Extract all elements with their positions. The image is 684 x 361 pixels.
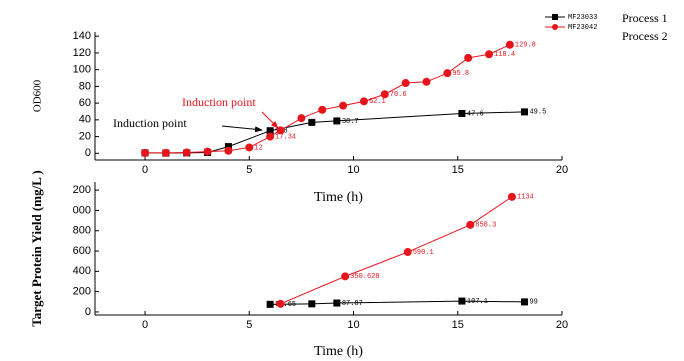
legend-marker [552, 14, 558, 20]
marker [182, 148, 191, 157]
x-tick-label: 5 [246, 164, 252, 176]
marker [276, 126, 285, 135]
data-label: 87.87 [342, 300, 363, 308]
data-label: 858.3 [475, 222, 496, 230]
y-tick-label: 200 [73, 184, 91, 196]
x-tick-label: 15 [452, 164, 464, 176]
marker [308, 300, 316, 308]
data-label: 38.7 [342, 118, 359, 126]
marker [266, 300, 274, 308]
x-axis-title: Time (h) [314, 344, 363, 359]
data-label: 99 [529, 299, 537, 307]
marker [276, 299, 285, 308]
marker [318, 105, 327, 114]
marker [339, 101, 348, 110]
marker [466, 220, 475, 229]
marker [297, 114, 306, 123]
data-label: 70.6 [390, 91, 407, 99]
annotation: Process 2 [622, 29, 668, 43]
marker [520, 108, 528, 116]
data-label: 49.5 [529, 109, 546, 117]
y-axis-title: Target Protein Yield (mg/L ) [29, 170, 44, 326]
marker [464, 53, 473, 62]
marker [458, 297, 466, 305]
x-tick-label: 10 [347, 319, 359, 331]
marker [266, 132, 275, 141]
data-label: 350.628 [350, 273, 379, 281]
data-label: 107.1 [467, 298, 488, 306]
marker [333, 117, 341, 125]
data-label: 129.8 [515, 42, 536, 50]
marker [141, 148, 150, 157]
annotation: Induction point [113, 116, 187, 130]
marker [245, 143, 254, 152]
marker [341, 272, 350, 281]
annotation: Process 1 [622, 11, 668, 25]
marker [161, 148, 170, 157]
x-tick-label: 20 [556, 319, 568, 331]
marker [203, 147, 212, 156]
marker [266, 127, 274, 135]
x-tick-label: 0 [142, 319, 148, 331]
marker [224, 143, 232, 151]
y-axis-title: OD600 [32, 79, 44, 112]
arrow [261, 111, 279, 129]
marker [401, 79, 410, 88]
data-label: 62.1 [369, 98, 386, 106]
legend-label: MF23042 [568, 24, 597, 32]
marker [520, 298, 528, 306]
y-tick-label: 200 [73, 286, 91, 298]
y-tick-label: 60 [79, 97, 91, 109]
data-label: 590.1 [413, 249, 434, 257]
series-line [280, 196, 513, 305]
y-tick-label: 800 [73, 225, 91, 237]
marker [505, 40, 514, 49]
y-tick-label: 100 [73, 64, 91, 76]
marker [422, 77, 431, 86]
marker [485, 50, 494, 59]
x-tick-label: 15 [452, 319, 464, 331]
y-tick-label: 600 [73, 245, 91, 257]
y-tick-label: 0 [85, 306, 91, 318]
data-label: 55.65 [275, 301, 296, 309]
y-tick-label: 40 [79, 114, 91, 126]
y-tick-label: 0 [85, 147, 91, 159]
arrow [221, 125, 263, 133]
marker [308, 118, 316, 126]
marker [359, 97, 368, 106]
data-label: 1134 [517, 194, 534, 202]
x-tick-label: 10 [347, 164, 359, 176]
y-tick-label: 140 [73, 30, 91, 42]
legend-marker [552, 24, 558, 30]
data-label: 95.8 [452, 70, 469, 78]
y-tick-label: 80 [79, 80, 91, 92]
y-tick-label: 000 [73, 204, 91, 216]
marker [458, 109, 466, 117]
data-label: 118.4 [494, 51, 515, 59]
x-tick-label: 20 [556, 164, 568, 176]
marker [224, 146, 233, 155]
y-tick-label: 120 [73, 47, 91, 59]
marker [507, 192, 516, 201]
legend-label: MF23033 [568, 14, 597, 22]
x-axis-title: Time (h) [314, 190, 363, 205]
x-tick-label: 5 [246, 319, 252, 331]
y-tick-label: 400 [73, 265, 91, 277]
data-label: 17.34 [275, 133, 296, 141]
marker [403, 248, 412, 257]
data-label: 12 [254, 144, 262, 152]
marker [333, 299, 341, 307]
marker [443, 69, 452, 78]
annotation: Induction point [182, 95, 256, 109]
x-tick-label: 0 [142, 164, 148, 176]
data-label: 47.6 [467, 110, 484, 118]
y-tick-label: 20 [79, 130, 91, 142]
marker [380, 90, 389, 99]
